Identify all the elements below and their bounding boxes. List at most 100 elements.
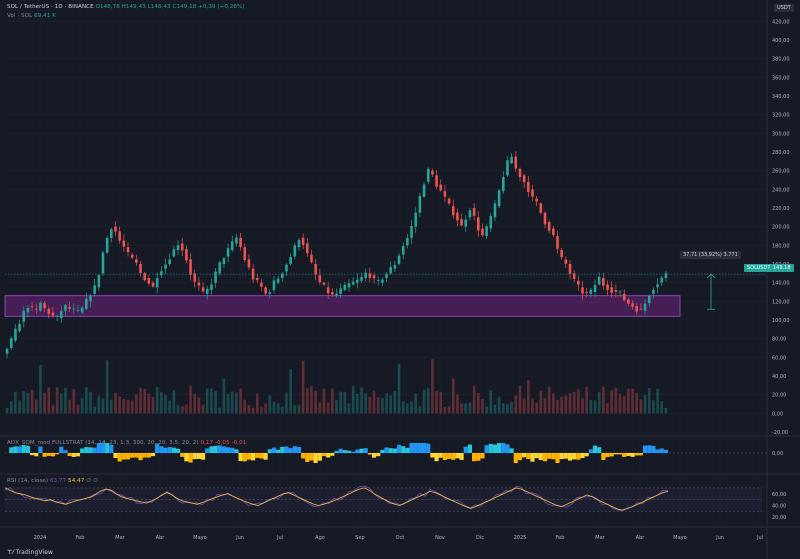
adx-bar [46,453,51,456]
candle [18,324,21,332]
adx-bar [226,447,231,453]
volume-bar [9,401,13,414]
adx-bar [363,448,368,453]
volume-bar [168,400,172,414]
price-tick-label: 300,00 [772,131,790,137]
volume-bar [664,407,668,414]
ohlc-close: C149,18 [172,4,197,10]
adx-bar [601,453,606,461]
adx-bar [255,453,260,458]
adx-bar [609,453,614,457]
candle [481,228,484,236]
price-tick-label: 100,00 [772,318,790,324]
candle [34,308,38,310]
adx-bar [301,453,306,459]
price-tick-label: 400,00 [772,38,790,44]
candle [147,278,151,284]
volume-bar [76,404,80,414]
candle [14,328,17,341]
candle [614,290,618,292]
candle [356,279,359,283]
candle [368,273,372,278]
adx-bar [484,445,489,453]
candle [105,237,109,253]
adx-bar [555,453,560,463]
volume-bar [481,399,484,414]
candle [581,287,584,294]
candle [385,273,388,278]
candle [639,308,643,310]
support-zone [4,295,681,317]
adx-bar [572,453,577,460]
volume-bar [339,391,342,414]
volume-bar [647,388,651,414]
candle [280,273,284,278]
volume-bar [506,404,509,414]
volume-bar [218,407,222,414]
volume-bar [531,398,534,414]
candle [443,191,447,197]
volume-bar [239,388,242,414]
currency-badge[interactable]: USDT [774,4,794,12]
volume-bar [176,405,180,414]
candle [205,288,209,294]
candle [51,312,55,316]
adx-bar [492,444,498,453]
candle [55,315,59,317]
ohlc-change: +0,39 (+0,26%) [198,4,245,10]
volume-bar [55,387,59,414]
volume-bar [397,363,401,414]
adx-title[interactable]: ADX_SQM_mod FULLSTRAT (14, 14, 23, 1,3, … [7,440,199,446]
volume-bar [556,400,559,414]
volume-bar [164,394,167,414]
volume-bar [372,390,376,414]
rsi-title[interactable]: RSI (14, close) [7,478,49,484]
adx-bar [438,453,443,458]
candle [189,259,192,275]
volume-label[interactable]: Vol · SOL [7,13,33,19]
candle [339,288,342,294]
adx-bar [513,453,518,463]
volume-bar [68,399,71,414]
candle [539,203,543,213]
time-axis-label: Abr [636,535,646,541]
candle [656,284,659,288]
volume-bar [89,391,92,414]
time-axis-label: Nov [435,535,445,541]
tradingview-logo[interactable]: ⊤⁄ TradingView [7,549,53,556]
adx-bar [451,453,456,460]
candle [139,264,142,274]
volume-bar [139,387,142,414]
measure-arrow-head [706,273,716,279]
adx-bar [263,453,268,460]
volume-bar [568,393,572,414]
symbol-label[interactable]: SOL / TetherUS · 1D · BINANCE [7,4,94,10]
candle [451,206,455,216]
volume-bar [118,396,121,414]
ohlc-high: H149,43 [121,4,146,10]
candle [306,243,309,254]
candle [239,237,242,247]
adx-bar [155,443,160,453]
adx-bar [30,453,35,456]
candle [251,268,255,280]
volume-bar [101,398,105,414]
adx-bar [401,446,406,453]
tradingview-icon: ⊤⁄ [7,549,14,556]
volume-bar [151,396,155,414]
candle [110,229,113,238]
adx-bar [367,453,372,455]
volume-bar [230,391,234,414]
volume-bar [335,400,338,414]
adx-bar [13,446,18,453]
volume-bar [197,397,201,414]
candle [64,305,67,311]
adx-bar [630,453,635,457]
volume-bar [431,359,434,414]
adx-bar [317,453,322,461]
adx-bar [121,453,126,460]
candle [460,219,463,226]
adx-bar [622,453,627,457]
volume-bar [222,378,226,414]
